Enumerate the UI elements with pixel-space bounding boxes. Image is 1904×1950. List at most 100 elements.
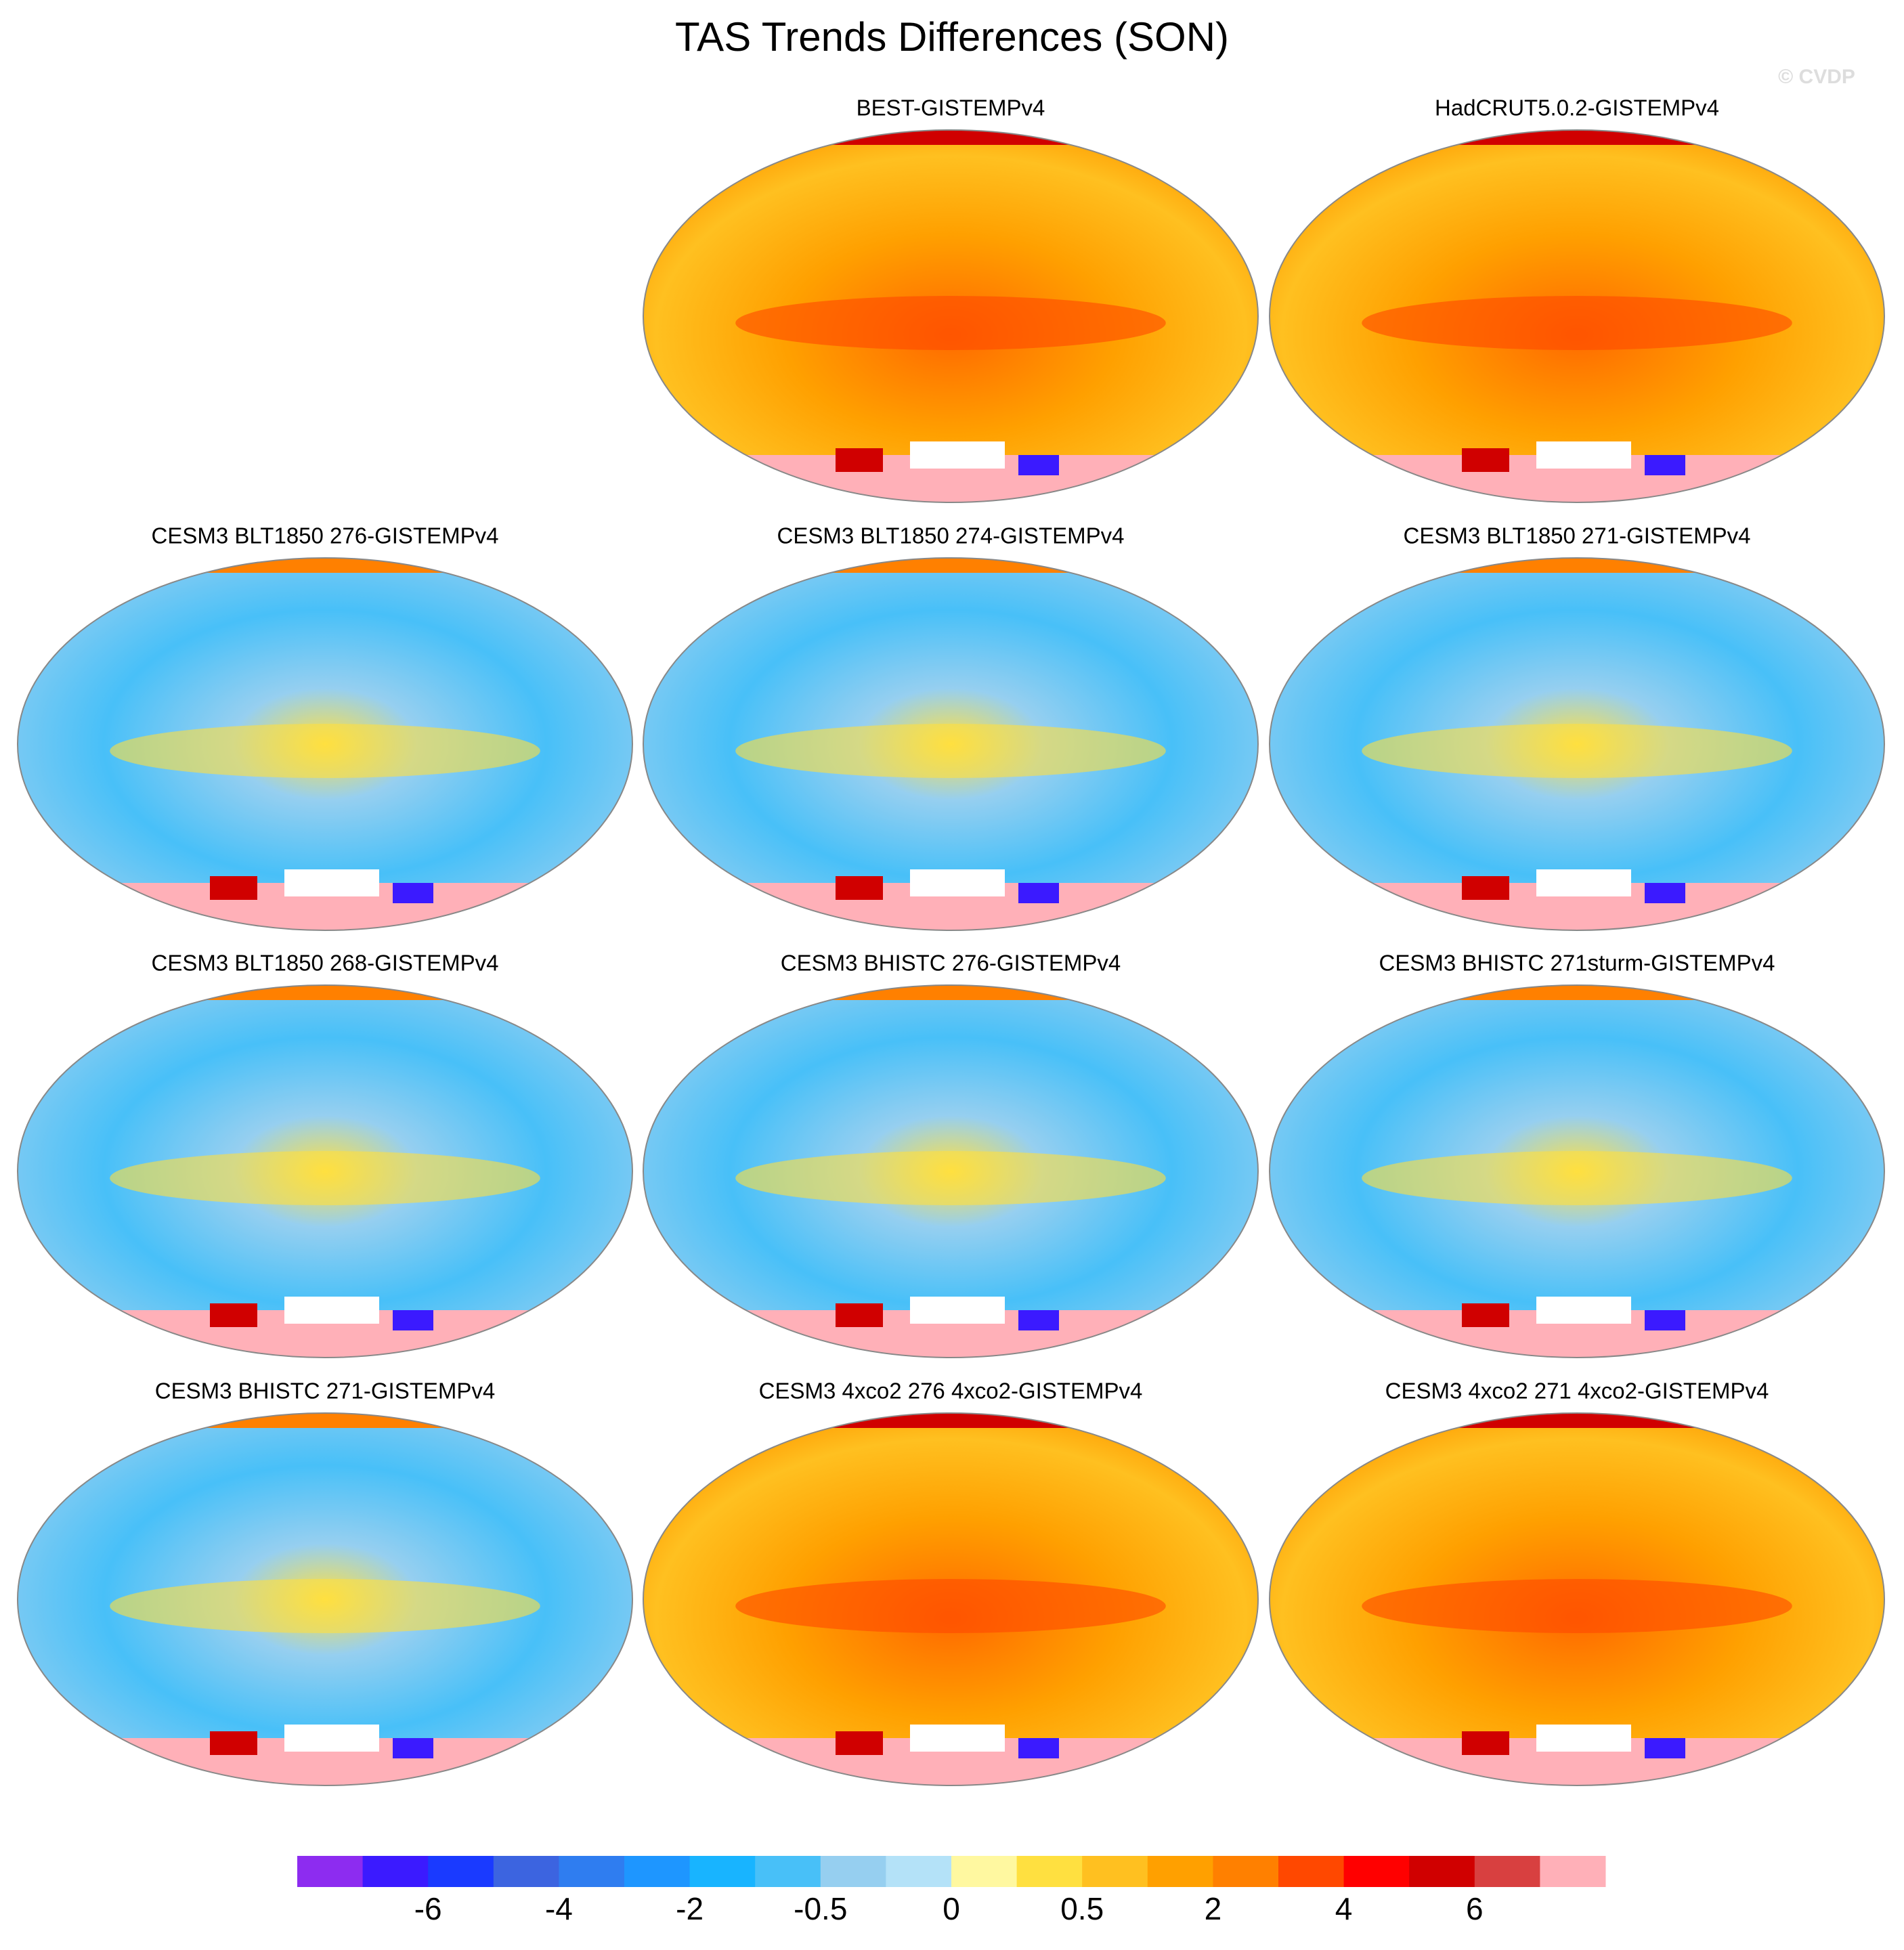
colorbar-box [755, 1856, 821, 1887]
antarctic-blob [1018, 1738, 1059, 1758]
antarctic-blob [1462, 448, 1509, 472]
map-outline [643, 557, 1259, 931]
antarctic-blob [1018, 883, 1059, 903]
colorbar-label: -2 [676, 1891, 704, 1926]
map-panel [18, 1413, 632, 1785]
colorbar-label: 0 [943, 1891, 960, 1926]
colorbar-box [886, 1856, 952, 1887]
map-band [110, 1151, 540, 1205]
antarctic-blob [836, 1731, 883, 1755]
panel-title: CESM3 BLT1850 271-GISTEMPv4 [1404, 523, 1751, 548]
map-band [110, 724, 540, 778]
antarctic-gap [284, 1297, 379, 1324]
colorbar-box [559, 1856, 625, 1887]
colorbar-box [624, 1856, 691, 1887]
antarctic-blob [393, 883, 433, 903]
map-outline [1269, 1412, 1885, 1786]
map-outline [17, 557, 633, 931]
antarctic-blob [1645, 1738, 1685, 1758]
map-panel [1270, 1413, 1884, 1785]
colorbar-box [689, 1856, 756, 1887]
map-outline [643, 129, 1259, 503]
colorbar-label: 4 [1335, 1891, 1353, 1926]
map-band [1362, 1579, 1792, 1633]
antarctic-gap [910, 1297, 1005, 1324]
colorbar-box [297, 1856, 364, 1887]
colorbar-label: 2 [1205, 1891, 1222, 1926]
antarctic-gap [910, 1725, 1005, 1752]
panel-title: CESM3 BLT1850 276-GISTEMPv4 [152, 523, 499, 548]
antarctic-gap [1536, 1297, 1631, 1324]
watermark: © CVDP [1778, 66, 1855, 88]
antarctic-blob [1018, 1310, 1059, 1330]
colorbar-label: -0.5 [794, 1891, 847, 1926]
arctic-band [643, 1413, 1258, 1428]
map-band [735, 724, 1166, 778]
arctic-band [1270, 558, 1884, 573]
antarctic-blob [1645, 455, 1685, 475]
antarctic-gap [1536, 1725, 1631, 1752]
figure-title: TAS Trends Differences (SON) [675, 14, 1229, 60]
colorbar-box [1082, 1856, 1148, 1887]
antarctic-blob [1645, 1310, 1685, 1330]
map-panel [1270, 985, 1884, 1358]
map-band [110, 1579, 540, 1633]
panel-title: HadCRUT5.0.2-GISTEMPv4 [1435, 95, 1719, 121]
colorbar-label: 0.5 [1060, 1891, 1104, 1926]
antarctic-blob [1018, 455, 1059, 475]
colorbar-box [1409, 1856, 1475, 1887]
map-outline [643, 1412, 1259, 1786]
arctic-band [643, 130, 1258, 145]
map-outline [1269, 984, 1885, 1358]
panel-title: CESM3 BLT1850 274-GISTEMPv4 [777, 523, 1125, 548]
antarctic-blob [393, 1310, 433, 1330]
panel-title: CESM3 4xco2 276 4xco2-GISTEMPv4 [759, 1379, 1143, 1404]
antarctic-blob [210, 1731, 257, 1755]
colorbar-box [362, 1856, 429, 1887]
antarctic-blob [1462, 1303, 1509, 1327]
colorbar-box [1278, 1856, 1345, 1887]
panel-title: CESM3 BLT1850 268-GISTEMPv4 [152, 951, 499, 976]
colorbar-label: -6 [414, 1891, 442, 1926]
antarctic-blob [1645, 883, 1685, 903]
colorbar-box [1540, 1856, 1606, 1887]
antarctic-gap [284, 869, 379, 896]
arctic-band [1270, 130, 1884, 145]
map-band [735, 296, 1166, 350]
map-outline [1269, 557, 1885, 931]
arctic-band [1270, 985, 1884, 1000]
map-panel [18, 558, 632, 930]
panel-title: CESM3 BHISTC 276-GISTEMPv4 [781, 951, 1121, 976]
map-panel [643, 130, 1258, 502]
map-band [735, 1151, 1166, 1205]
map-panel [1270, 558, 1884, 930]
panel-title: BEST-GISTEMPv4 [857, 95, 1045, 121]
arctic-band [1270, 1413, 1884, 1428]
antarctic-blob [210, 876, 257, 900]
map-outline [17, 984, 633, 1358]
map-panel [1270, 130, 1884, 502]
antarctic-gap [910, 869, 1005, 896]
map-panel [18, 985, 632, 1358]
panel-title: CESM3 4xco2 271 4xco2-GISTEMPv4 [1385, 1379, 1769, 1404]
antarctic-gap [1536, 441, 1631, 469]
map-panel [643, 985, 1258, 1358]
map-outline [1269, 129, 1885, 503]
antarctic-blob [836, 876, 883, 900]
map-band [735, 1579, 1166, 1633]
map-panel [643, 558, 1258, 930]
map-band [1362, 1151, 1792, 1205]
map-band [1362, 296, 1792, 350]
panel-title: CESM3 BHISTC 271-GISTEMPv4 [155, 1379, 495, 1404]
colorbar-box [1343, 1856, 1410, 1887]
colorbar-box [493, 1856, 559, 1887]
antarctic-blob [393, 1738, 433, 1758]
colorbar-box [1213, 1856, 1279, 1887]
arctic-band [18, 1413, 632, 1428]
map-band [1362, 724, 1792, 778]
map-panel [643, 1413, 1258, 1785]
arctic-band [643, 985, 1258, 1000]
colorbar-box [1016, 1856, 1083, 1887]
colorbar-box [428, 1856, 494, 1887]
